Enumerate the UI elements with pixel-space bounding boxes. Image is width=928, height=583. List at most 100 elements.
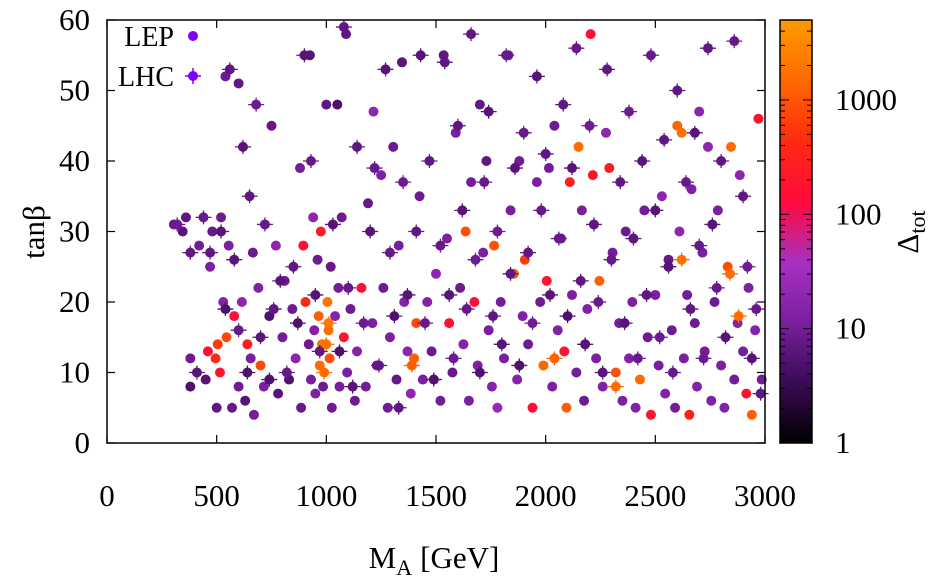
lhc-point [340,280,357,295]
point-dot [411,226,422,237]
point-dot [676,254,687,265]
point-dot [327,219,338,230]
point-dot [237,141,248,152]
point-dot [325,261,336,272]
lep-point [495,297,506,307]
lep-point [463,395,474,406]
lhc-point [498,48,515,63]
lhc-point [752,386,769,401]
point-dot [593,297,604,307]
point-dot [746,409,757,420]
lep-point [384,332,395,343]
point-dot [698,353,709,364]
lep-point [229,311,240,322]
point-dot [349,395,360,406]
y-tick-label: 30 [59,214,90,249]
point-dot [741,388,752,399]
lhc-point [265,302,282,317]
point-dot [753,113,764,124]
point-dot [606,254,617,265]
lep-point [682,289,693,300]
lep-point [458,339,469,350]
point-dot [650,205,661,216]
point-dot [604,163,615,174]
lhc-point [616,316,633,331]
point-dot [216,226,227,237]
point-dot [729,36,740,47]
point-dot [642,332,653,343]
lhc-point [307,287,324,302]
point-dot [233,78,244,89]
lhc-point [678,175,695,190]
point-dot [564,177,575,188]
point-dot [318,381,329,392]
point-dot [535,297,546,307]
lep-point [336,212,347,223]
point-dot [481,156,492,166]
point-dot [205,261,216,272]
point-dot [299,50,310,61]
point-dot [597,381,608,392]
lhc-point [735,189,752,204]
point-dot [682,289,693,300]
lhc-point [239,365,256,380]
lhc-point [559,309,576,324]
lhc-point [261,372,278,387]
lep-point [756,374,767,385]
lep-point [444,318,455,329]
point-dot [334,346,345,357]
point-dot [200,374,211,385]
lep-point [594,275,605,286]
point-dot [552,325,563,336]
colorbar-gradient [779,19,813,444]
point-dot [428,374,439,385]
point-dot [247,247,258,258]
point-dot [402,289,413,300]
point-dot [422,297,433,307]
point-dot [628,233,639,244]
point-dot [543,163,554,174]
lhc-point [421,154,438,168]
lep-point [300,297,311,307]
point-dot [540,148,551,159]
point-dot [650,289,661,300]
point-dot [733,311,744,322]
legend-marker-lep [188,31,198,41]
lhc-point [550,231,567,246]
lhc-point [599,62,616,77]
lep-point [709,297,720,307]
point-dot [391,374,402,385]
point-dot [575,275,586,286]
lep-point [547,381,558,392]
lhc-point [621,104,638,119]
lep-point [214,367,225,378]
lep-point [559,346,570,357]
point-dot [624,106,635,117]
lhc-point [493,337,510,352]
lhc-point [252,330,269,345]
point-dot [478,247,489,258]
point-dot [509,163,520,174]
point-dot [244,191,255,202]
colorbar-title-sub: tot [905,210,928,233]
x-tick-label: 2000 [515,478,577,513]
lep-point [180,212,191,223]
point-dot [172,219,183,230]
lhc-point [425,372,442,387]
point-dot [380,64,391,75]
lep-point [650,289,661,300]
point-dot [587,170,598,181]
point-dot [469,297,480,307]
lep-point [656,191,667,202]
lep-point [227,402,238,413]
y-tick-label: 20 [59,284,90,319]
lep-point [604,163,615,174]
point-dot [264,374,275,385]
lep-point [352,346,363,357]
lep-point [678,353,689,364]
point-dot [367,318,378,329]
point-dot [474,99,485,110]
lep-point [402,346,413,357]
lep-point [245,353,256,364]
lhc-point [390,400,407,415]
